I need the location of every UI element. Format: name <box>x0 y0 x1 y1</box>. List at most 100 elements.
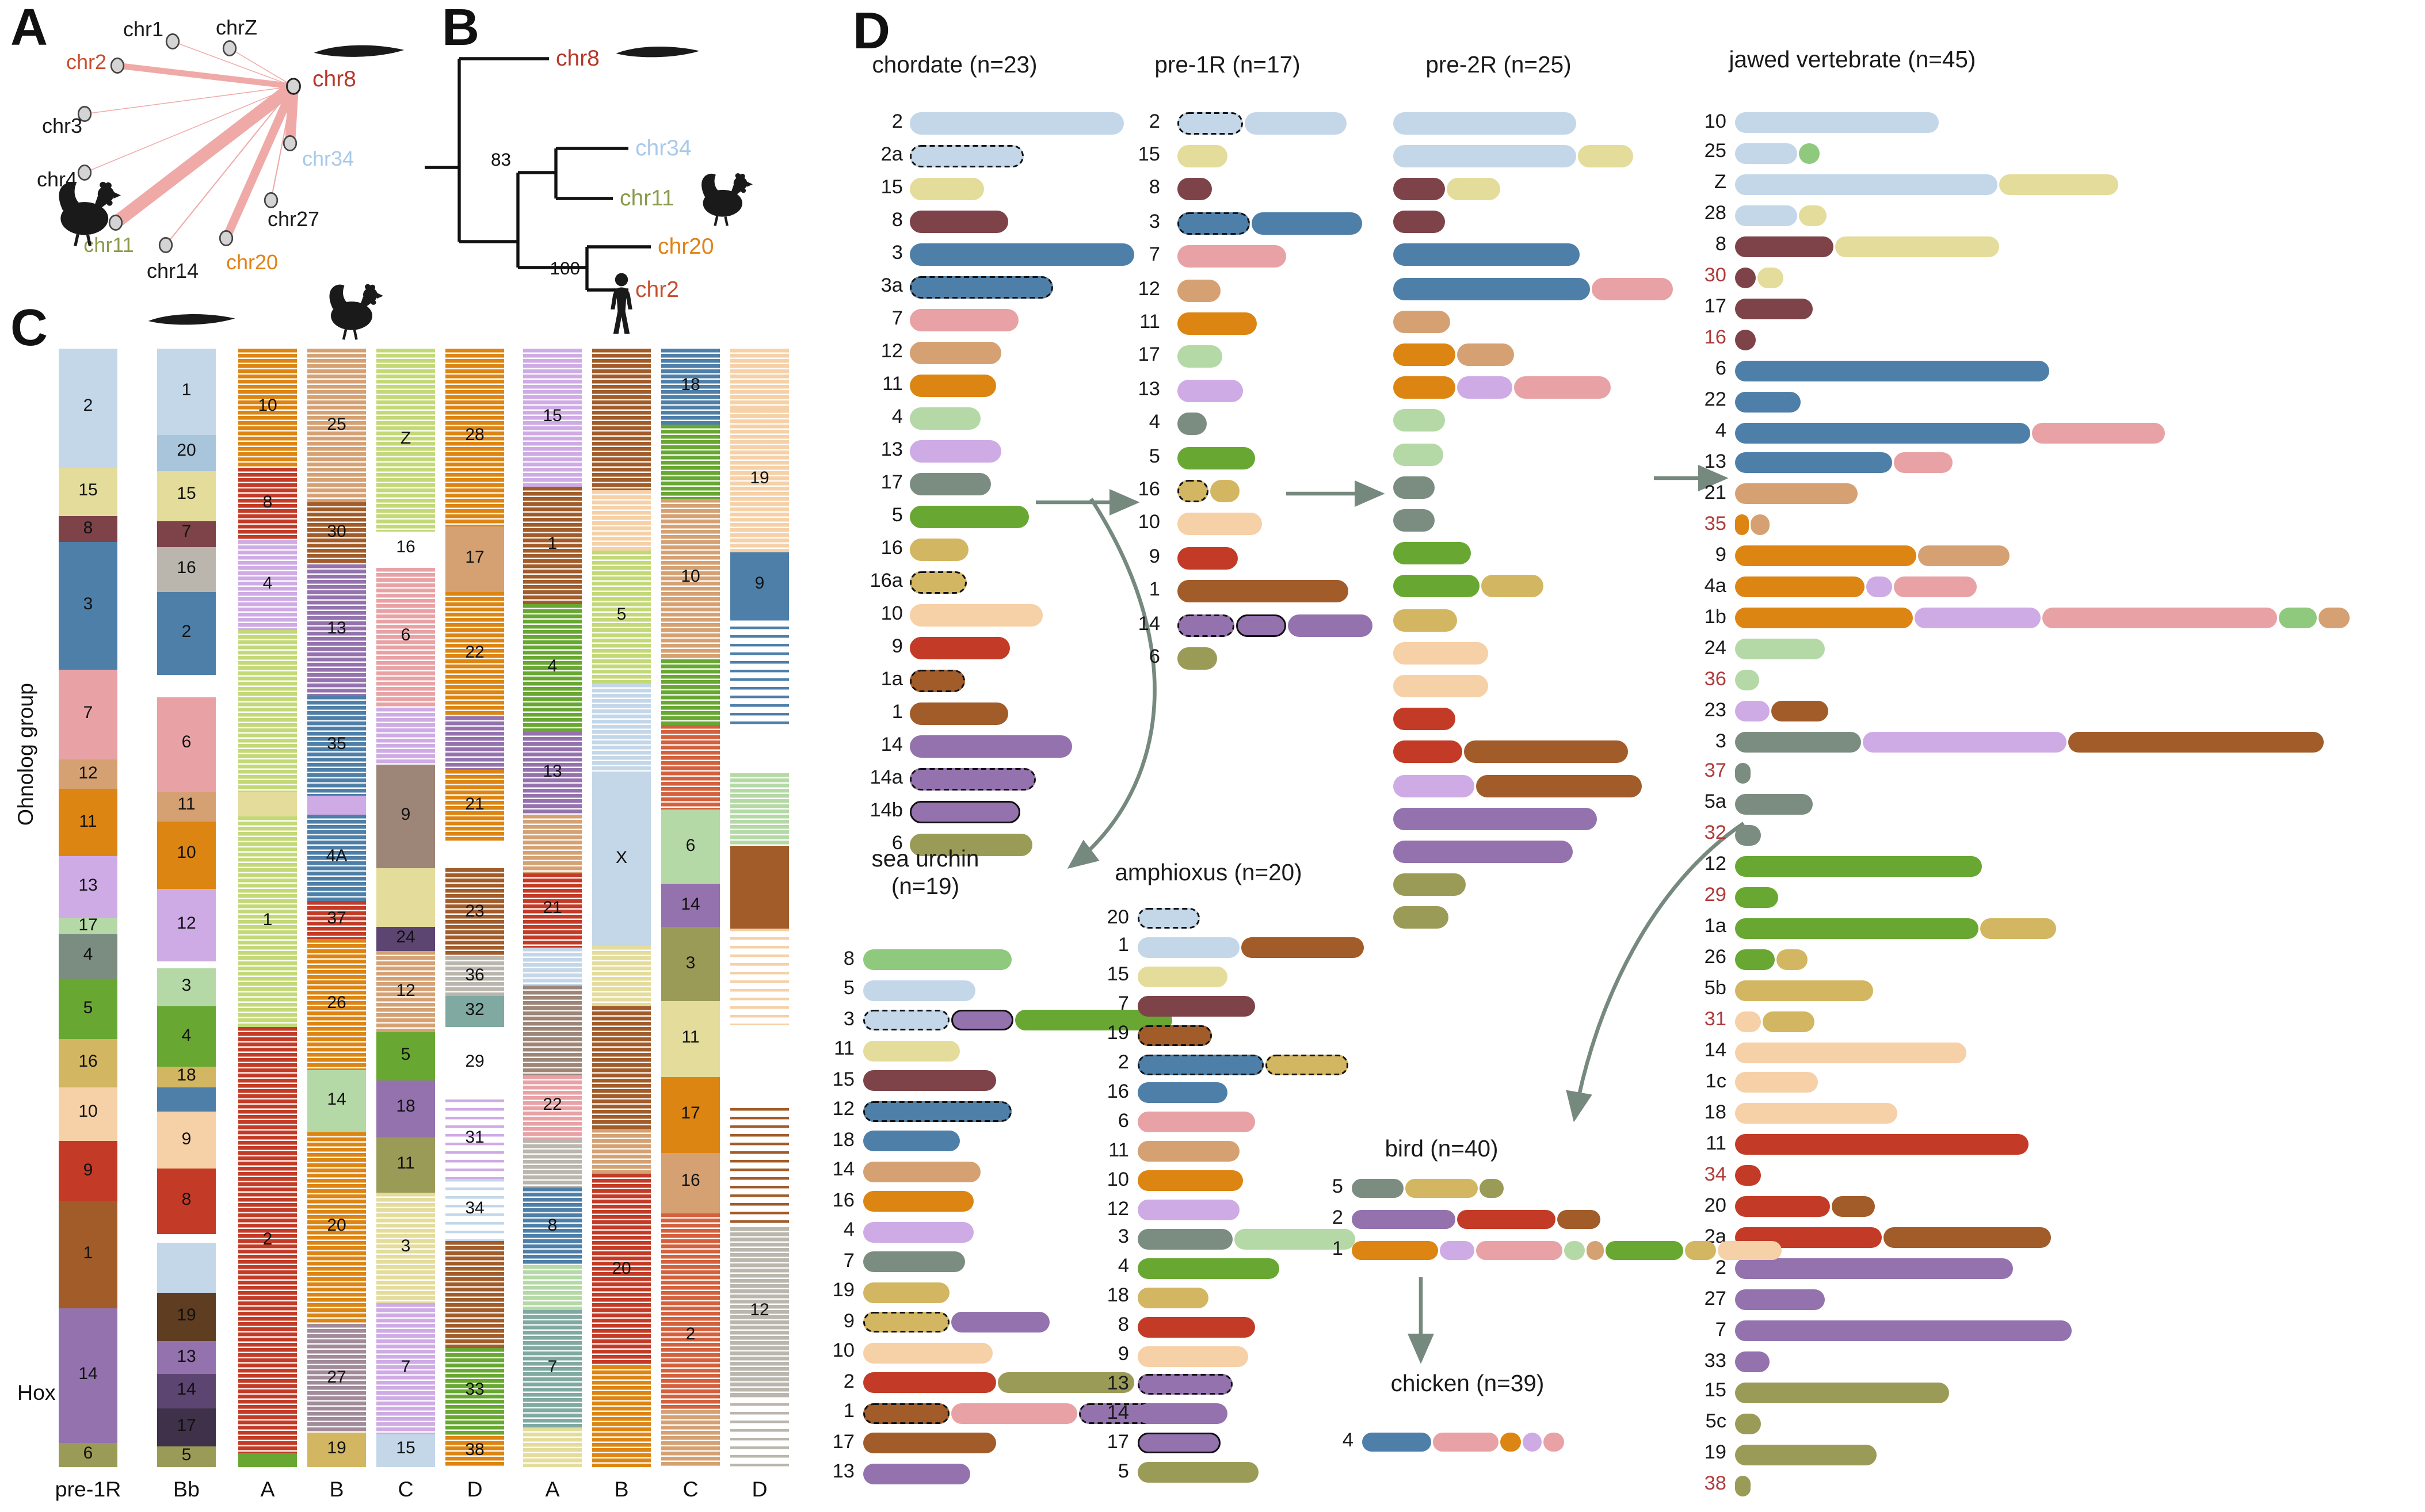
chicken-icon <box>701 173 753 226</box>
ohnolog-block <box>661 423 720 499</box>
chromosome-segment <box>1177 278 1221 301</box>
chromosome-segment <box>1177 379 1243 402</box>
chromosome-bar-pre2r-23 <box>1393 840 1573 863</box>
chromosome-label-amphioxus-14: 14 <box>1107 1403 1129 1424</box>
ohnolog-block-18: 18 <box>661 349 720 424</box>
chromosome-segment <box>1236 613 1286 636</box>
ohnolog-block-23: 23 <box>445 868 504 957</box>
ohnolog-block-6: 6 <box>376 568 435 707</box>
chromosome-segment <box>1735 545 1916 567</box>
chromosome-segment <box>1735 298 1813 319</box>
chromosome-segment <box>1735 670 1759 691</box>
chromosome-bar-jawed-1c <box>1735 1072 1818 1094</box>
chromosome-label-jawed-16: 16 <box>1704 328 1726 349</box>
chromosome-segment <box>1393 807 1597 830</box>
chromosome-bar-amphioxus-15 <box>1138 966 1227 987</box>
ohnolog-block-7: 7 <box>157 520 216 548</box>
ohnolog-block-label: 17 <box>681 1104 700 1124</box>
chromosome-segment <box>1177 413 1207 436</box>
chromosome-label-jawed-5b: 5b <box>1704 979 1726 1000</box>
ohnolog-block-label: 30 <box>327 523 346 543</box>
chromosome-segment <box>910 209 1008 232</box>
chromosome-label-chordate-11: 11 <box>882 373 903 395</box>
ohnolog-block-10: 10 <box>661 499 720 659</box>
chromosome-bar-pre1r-4 <box>1177 413 1207 436</box>
chromosome-segment <box>2042 608 2277 629</box>
chromosome-segment <box>1393 575 1480 598</box>
chromosome-segment <box>1393 674 1488 697</box>
ohnolog-block-label: 22 <box>465 644 485 664</box>
chromosome-segment <box>1980 918 2056 939</box>
chromosome-label-jawed-17: 17 <box>1704 297 1726 318</box>
ohnolog-block-label: 19 <box>327 1439 346 1458</box>
chromosome-bar-pre2r-4 <box>1393 211 1445 234</box>
chromosome-bar-pre1r-14 <box>1177 613 1372 636</box>
ohnolog-block-label: 16 <box>78 1052 98 1072</box>
ohnolog-block-label: 14 <box>327 1090 346 1110</box>
chromosome-segment <box>1393 409 1445 432</box>
chromosome-bar-chordate-13 <box>910 439 1001 462</box>
panel-letter-b: B <box>442 0 480 57</box>
ohnolog-block-label: 1 <box>547 534 558 554</box>
chromosome-bar-pre2r-1 <box>1393 111 1576 134</box>
chromosome-label-chordate-13: 13 <box>880 439 903 460</box>
ohnolog-block-label: 1 <box>262 911 273 930</box>
chromosome-bar-seaurchin-15 <box>863 1070 996 1091</box>
chromosome-segment <box>1735 174 1997 195</box>
chromosome-label-jawed-34: 34 <box>1704 1164 1726 1186</box>
chromosome-bar-pre2r-19 <box>1393 708 1455 731</box>
chromosome-segment <box>863 949 1012 970</box>
chromosome-label-pre1r-7: 7 <box>1149 245 1160 266</box>
ohnolog-block-19: 19 <box>730 408 789 552</box>
chromosome-bar-seaurchin-9 <box>863 1312 1050 1332</box>
chromosome-label-jawed-15: 15 <box>1704 1381 1726 1403</box>
chromosome-bar-amphioxus-1 <box>1138 937 1364 958</box>
chromosome-bar-amphioxus-4 <box>1138 1258 1279 1279</box>
ohnolog-block-label: 9 <box>83 1160 93 1180</box>
group-title-bird: bird (n=40) <box>1385 1136 1499 1162</box>
axis-label: Ohnolog group <box>14 682 38 826</box>
chromosome-segment <box>1393 542 1471 565</box>
chromosome-segment <box>863 1010 950 1030</box>
panel-letter-d: D <box>853 3 891 60</box>
group-title-pre1r: pre-1R (n=17) <box>1154 52 1301 78</box>
chromosome-segment <box>910 636 1010 659</box>
ohnolog-block-label: 14 <box>681 895 700 914</box>
chromosome-segment <box>1592 277 1673 300</box>
ohnolog-block-label: 19 <box>750 469 769 489</box>
chromosome-bar-jawed-2a <box>1735 1227 2051 1248</box>
chromosome-segment <box>1735 1165 1761 1186</box>
chromosome-segment <box>1735 143 1797 164</box>
network-node-chr20 <box>219 230 234 246</box>
ohnolog-block-4: 4 <box>59 934 117 980</box>
chromosome-label-amphioxus-18: 18 <box>1107 1286 1129 1307</box>
ohnolog-block-label: 36 <box>465 966 485 986</box>
chromosome-bar-seaurchin-18 <box>863 1131 960 1151</box>
ohnolog-block-19: 19 <box>307 1432 366 1467</box>
ohnolog-block-label: 4 <box>83 946 93 966</box>
chromosome-segment <box>1210 479 1240 502</box>
ohnolog-block-label: 5 <box>616 606 627 626</box>
ohnolog-block-21: 21 <box>523 873 582 948</box>
chromosome-segment <box>1393 476 1435 499</box>
chromosome-segment <box>1735 1444 1877 1465</box>
ohnolog-block <box>661 1213 720 1261</box>
chromosome-segment <box>1866 576 1892 598</box>
tree-tip-label: chr11 <box>620 186 674 211</box>
ohnolog-block-label: 1 <box>83 1244 93 1263</box>
chromosome-segment <box>1352 1178 1404 1197</box>
chromosome-segment <box>1523 1431 1542 1451</box>
chromosome-segment <box>863 1251 965 1272</box>
ohnolog-block-label: 22 <box>543 1096 562 1116</box>
ohnolog-block-20: 20 <box>592 1173 651 1366</box>
chromosome-segment <box>910 505 1029 528</box>
ohnolog-column-0: 2 15 8 3 7 12 11 13 17 4 5 16 10 9 1 14 6 <box>59 349 117 1467</box>
tree-tip-label: chr20 <box>658 234 714 259</box>
ohnolog-block-label: Z <box>400 429 411 449</box>
chromosome-bar-pre1r-2 <box>1177 111 1347 134</box>
chromosome-segment <box>910 177 984 200</box>
chromosome-segment <box>951 1312 1050 1332</box>
network-node-chrZ <box>222 40 237 56</box>
tree-tip-label: chr2 <box>635 277 679 302</box>
